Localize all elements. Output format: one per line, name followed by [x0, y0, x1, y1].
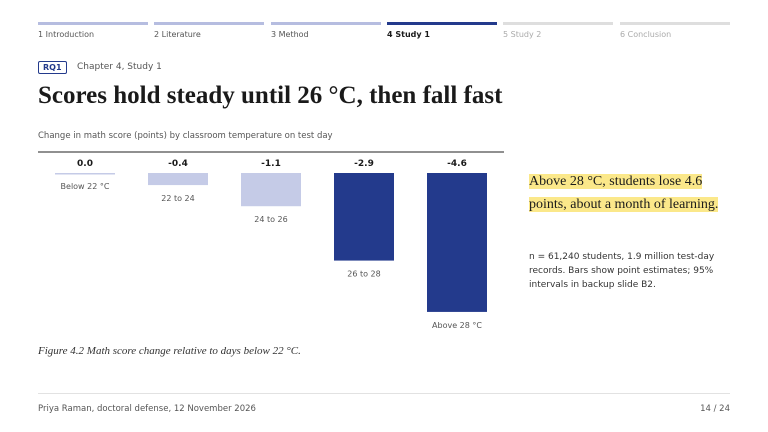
- value-label: -1.1: [261, 159, 281, 169]
- category-label: 24 to 26: [254, 215, 287, 224]
- value-label: -0.4: [168, 159, 188, 169]
- category-label: 22 to 24: [161, 194, 194, 203]
- nav-step[interactable]: 4 Study 1: [387, 22, 497, 44]
- nav-step[interactable]: 6 Conclusion: [620, 22, 730, 44]
- annotation-note: n = 61,240 students, 1.9 million test-da…: [529, 252, 715, 290]
- divider: [38, 393, 730, 394]
- bar: [55, 173, 115, 175]
- footer-left: Priya Raman, doctoral defense, 12 Novemb…: [38, 404, 256, 414]
- title: Scores hold steady until 26 °C, then fal…: [38, 82, 503, 109]
- nav-step[interactable]: 5 Study 2: [503, 22, 613, 44]
- caption: Figure 4.2 Math score change relative to…: [38, 345, 301, 357]
- category-label: Below 22 °C: [61, 182, 110, 191]
- nav-step[interactable]: 2 Literature: [154, 22, 264, 44]
- category-label: 26 to 28: [347, 270, 380, 279]
- value-label: -2.9: [354, 159, 374, 169]
- tag: RQ1: [38, 61, 67, 74]
- bar: [148, 173, 208, 186]
- page-number: 14 / 24: [700, 404, 730, 414]
- nav-step[interactable]: 1 Introduction: [38, 22, 148, 44]
- bar: [427, 173, 487, 312]
- nav-step[interactable]: 3 Method: [271, 22, 381, 44]
- annotation-headline: Above 28 °C, students lose 4.6 points, a…: [529, 170, 729, 216]
- category-label: Above 28 °C: [432, 321, 482, 330]
- value-label: -4.6: [447, 159, 467, 169]
- bar: [334, 173, 394, 261]
- kicker: Chapter 4, Study 1: [77, 62, 162, 72]
- value-label: 0.0: [77, 159, 93, 169]
- highlight: Above 28 °C, students lose 4.6 points, a…: [529, 174, 719, 212]
- chart-subtitle: Change in math score (points) by classro…: [38, 131, 333, 141]
- bar: [241, 173, 301, 207]
